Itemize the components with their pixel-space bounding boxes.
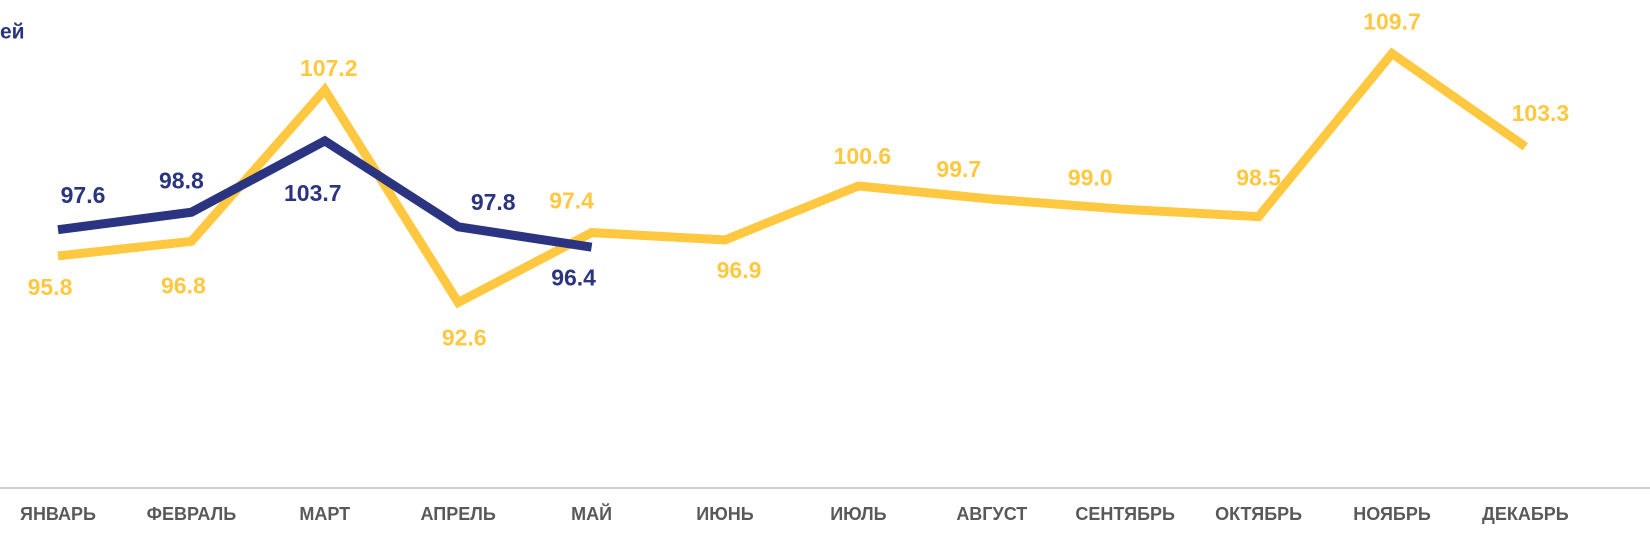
x-tick-label: ЯНВАРЬ [20, 504, 96, 524]
x-tick-label: ИЮЛЬ [830, 504, 886, 524]
data-label: 98.5 [1236, 165, 1281, 191]
x-tick-label: НОЯБРЬ [1353, 504, 1431, 524]
data-label: 97.4 [549, 188, 594, 214]
x-tick-label: МАРТ [299, 504, 350, 524]
x-tick-label: ИЮНЬ [696, 504, 753, 524]
x-tick-label: ДЕКАБРЬ [1482, 504, 1569, 524]
data-label: 95.8 [28, 274, 73, 300]
x-tick-label: СЕНТЯБРЬ [1075, 504, 1175, 524]
series-line [57, 47, 1528, 309]
x-tick-label: АПРЕЛЬ [421, 504, 496, 524]
data-label: 96.9 [717, 257, 762, 283]
x-tick-label: ФЕВРАЛЬ [147, 504, 237, 524]
x-tick-label: ОКТЯБРЬ [1215, 504, 1302, 524]
chart-title: ей [0, 21, 25, 44]
data-label: 100.6 [834, 143, 892, 169]
data-label: 103.3 [1512, 100, 1570, 126]
series-line [57, 135, 593, 252]
data-label: 97.6 [61, 182, 106, 208]
data-label: 107.2 [300, 55, 358, 81]
data-label: 99.0 [1068, 164, 1113, 190]
data-label: 96.8 [161, 272, 206, 298]
data-label: 99.7 [936, 156, 981, 182]
data-label: 97.8 [471, 189, 516, 215]
data-label: 109.7 [1363, 9, 1421, 35]
data-label: 98.8 [159, 167, 204, 193]
data-label: 96.4 [551, 264, 596, 290]
data-label: 92.6 [442, 325, 487, 351]
x-tick-label: АВГУСТ [956, 504, 1027, 524]
data-label: 103.7 [284, 180, 342, 206]
x-tick-label: МАЙ [571, 503, 612, 524]
